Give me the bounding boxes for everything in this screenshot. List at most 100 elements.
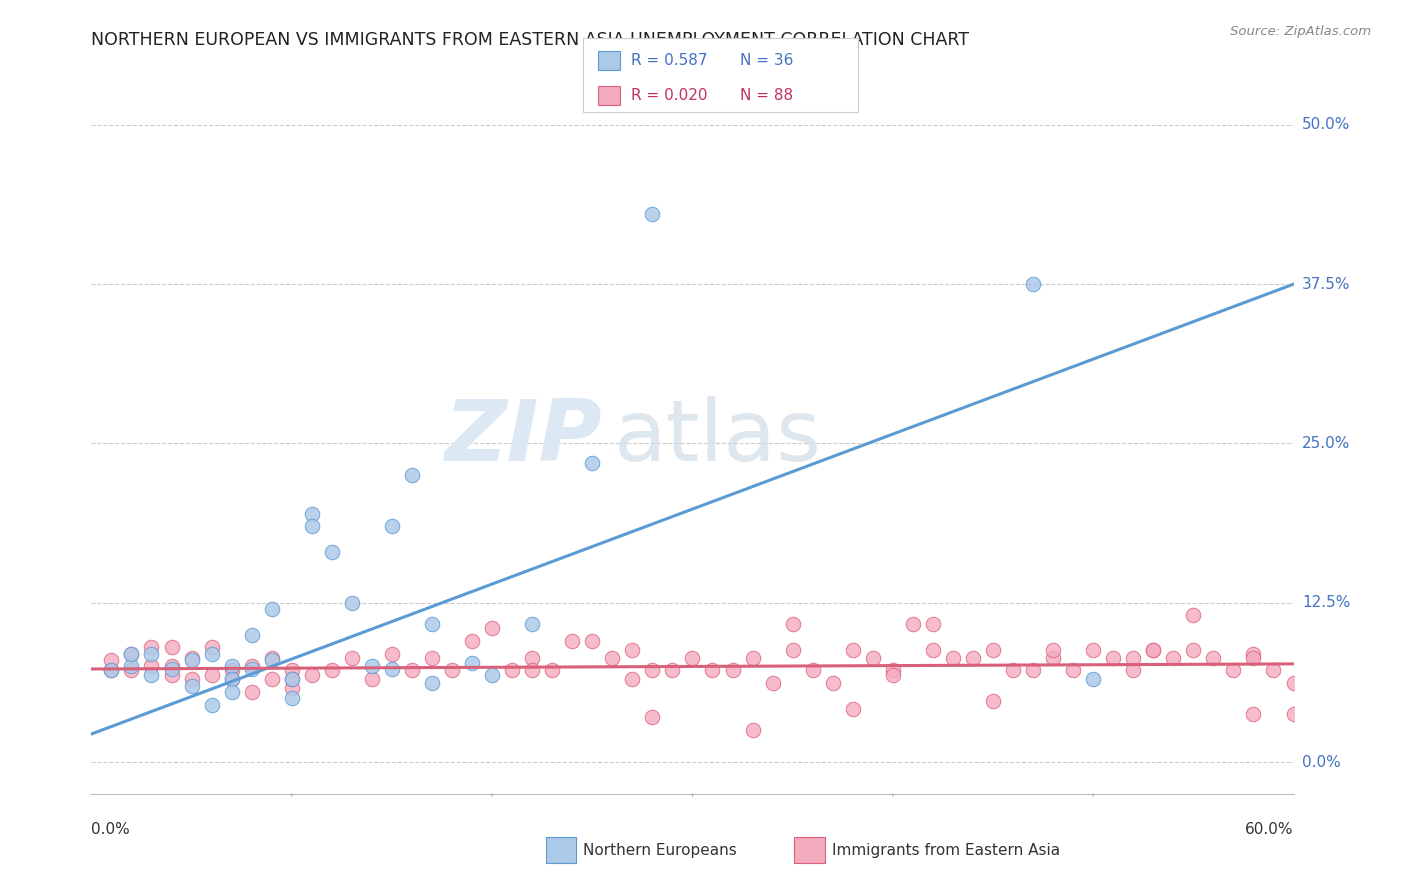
Point [240, 659, 263, 673]
Point [942, 650, 965, 665]
Point [481, 621, 503, 635]
Point [922, 643, 945, 657]
Point [420, 650, 443, 665]
Point [141, 668, 163, 682]
Point [1142, 643, 1164, 657]
Point [1022, 277, 1045, 292]
Point [1083, 643, 1105, 657]
Point [281, 681, 304, 695]
Point [180, 653, 202, 667]
Point [381, 662, 404, 676]
Point [201, 668, 224, 682]
Point [160, 662, 183, 676]
Point [1142, 643, 1164, 657]
Point [901, 617, 924, 632]
Point [661, 663, 683, 677]
Point [160, 668, 183, 682]
Point [721, 663, 744, 677]
Point [440, 663, 463, 677]
Point [741, 723, 763, 738]
Point [180, 679, 202, 693]
Point [420, 676, 443, 690]
Point [841, 701, 863, 715]
Point [201, 640, 224, 655]
Point [301, 668, 323, 682]
Point [501, 663, 523, 677]
Point [1182, 643, 1205, 657]
Text: NORTHERN EUROPEAN VS IMMIGRANTS FROM EASTERN ASIA UNEMPLOYMENT CORRELATION CHART: NORTHERN EUROPEAN VS IMMIGRANTS FROM EAS… [91, 31, 969, 49]
Point [981, 643, 1004, 657]
Point [240, 685, 263, 699]
Text: 37.5%: 37.5% [1302, 277, 1350, 292]
Point [100, 663, 122, 677]
Text: R = 0.020: R = 0.020 [631, 88, 707, 103]
Point [882, 663, 904, 677]
Text: 0.0%: 0.0% [91, 822, 131, 837]
Point [782, 617, 804, 632]
Point [641, 207, 664, 221]
Text: N = 88: N = 88 [740, 88, 793, 103]
Point [621, 672, 644, 686]
Point [301, 519, 323, 533]
Point [260, 653, 283, 667]
Point [981, 694, 1004, 708]
Point [180, 650, 202, 665]
Point [1102, 650, 1125, 665]
Point [240, 662, 263, 676]
Point [260, 672, 283, 686]
Text: atlas: atlas [614, 395, 823, 479]
Point [340, 650, 363, 665]
Point [281, 672, 304, 686]
Point [1001, 663, 1024, 677]
Point [641, 710, 664, 724]
Point [522, 650, 544, 665]
Text: 60.0%: 60.0% [1246, 822, 1294, 837]
Text: Northern Europeans: Northern Europeans [583, 843, 737, 857]
Point [141, 640, 163, 655]
Point [1222, 663, 1244, 677]
Point [841, 643, 863, 657]
Point [522, 617, 544, 632]
Point [801, 663, 824, 677]
Point [260, 650, 283, 665]
Point [681, 650, 703, 665]
Point [141, 647, 163, 661]
Point [1042, 650, 1064, 665]
Point [401, 468, 423, 483]
Point [561, 634, 583, 648]
Point [201, 698, 224, 712]
Point [121, 659, 143, 673]
Text: N = 36: N = 36 [740, 54, 793, 68]
Text: 0.0%: 0.0% [1302, 755, 1340, 770]
Point [862, 650, 884, 665]
Point [1182, 608, 1205, 623]
Point [1243, 706, 1265, 721]
Point [1163, 650, 1185, 665]
Point [481, 668, 503, 682]
Point [762, 676, 785, 690]
Point [1243, 647, 1265, 661]
Point [141, 659, 163, 673]
Text: 12.5%: 12.5% [1302, 595, 1350, 610]
Point [221, 672, 243, 686]
Point [301, 507, 323, 521]
Y-axis label: Unemployment: Unemployment [0, 378, 7, 496]
Text: Immigrants from Eastern Asia: Immigrants from Eastern Asia [832, 843, 1060, 857]
Point [381, 519, 404, 533]
Point [1202, 650, 1225, 665]
Point [281, 663, 304, 677]
Point [1243, 650, 1265, 665]
Point [522, 663, 544, 677]
Point [1122, 650, 1144, 665]
Point [121, 647, 143, 661]
Point [281, 691, 304, 706]
Point [821, 676, 844, 690]
Point [1263, 663, 1285, 677]
Point [1282, 676, 1305, 690]
Point [702, 663, 724, 677]
Point [882, 668, 904, 682]
Point [340, 596, 363, 610]
Point [221, 672, 243, 686]
Point [1122, 663, 1144, 677]
Point [621, 643, 644, 657]
